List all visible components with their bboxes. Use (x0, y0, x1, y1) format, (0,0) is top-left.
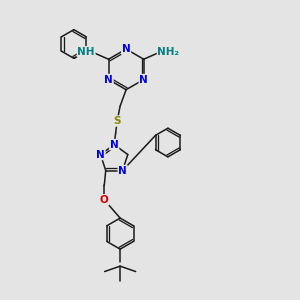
Text: N: N (118, 166, 127, 176)
Text: N: N (122, 44, 130, 54)
Text: N: N (104, 74, 113, 85)
Text: N: N (110, 140, 118, 150)
Text: NH: NH (77, 47, 95, 57)
Text: O: O (100, 195, 109, 205)
Text: NH₂: NH₂ (158, 47, 179, 57)
Text: S: S (113, 116, 121, 126)
Text: N: N (139, 74, 148, 85)
Text: N: N (96, 149, 105, 160)
